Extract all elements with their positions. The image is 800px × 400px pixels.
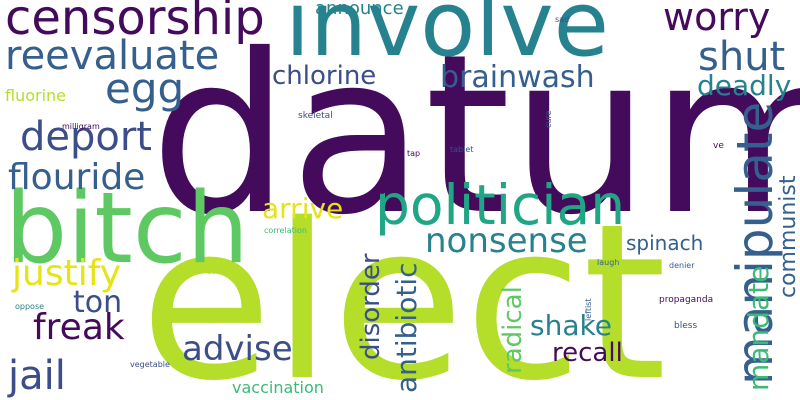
word-vegetable: vegetable: [130, 360, 170, 369]
word-involve: involve: [285, 0, 610, 77]
word-tap: tap: [407, 149, 421, 158]
word-bless: bless: [674, 321, 698, 331]
word-denier: denier: [669, 261, 695, 270]
word-bitch: bitch: [5, 172, 249, 286]
word-advise: advise: [182, 329, 293, 369]
word-justify: justify: [12, 253, 122, 294]
word-convict: convict: [207, 267, 236, 276]
word-flouride: flouride: [8, 157, 146, 198]
word-vaccination: vaccination: [232, 378, 324, 397]
word-skeletal: skeletal: [298, 111, 333, 121]
word-ve: ve: [713, 141, 724, 151]
word-politician: politician: [375, 173, 626, 237]
word-leftist: leftist: [584, 298, 593, 321]
word-shake: shake: [530, 309, 612, 342]
word-antibiotic: antibiotic: [390, 262, 423, 394]
word-ton: ton: [73, 285, 123, 320]
word-arrive: arrive: [262, 192, 344, 225]
word-disorder: disorder: [356, 253, 386, 360]
word-announce: announce: [315, 0, 404, 19]
word-fluorine: fluorine: [5, 86, 67, 105]
word-jail: jail: [8, 353, 66, 399]
word-tablet: tablet: [450, 145, 474, 154]
word-reevaluate: reevaluate: [5, 33, 220, 79]
word-communist: communist: [776, 175, 800, 298]
word-mandate: mandate: [742, 265, 775, 391]
word-cure: cure: [544, 110, 553, 128]
word-recall: recall: [552, 338, 623, 368]
word-shut: shut: [698, 34, 786, 80]
word-propaganda: propaganda: [659, 295, 714, 305]
word-freak: freak: [33, 307, 125, 348]
word-chlorine: chlorine: [272, 61, 377, 91]
word-elect: elect: [140, 177, 667, 400]
word-datum: datum: [150, 7, 800, 263]
word-nonsense: nonsense: [425, 221, 588, 261]
word-laugh: laugh: [597, 258, 620, 267]
word-spinach: spinach: [626, 231, 704, 255]
word-correlation: correlation: [264, 226, 307, 235]
word-egg: egg: [105, 64, 185, 113]
word-worry: worry: [663, 0, 771, 39]
word-sad: sad: [555, 15, 570, 24]
word-radical: radical: [498, 286, 528, 374]
word-milligram: milligram: [62, 122, 100, 131]
word-brainwash: brainwash: [440, 60, 595, 95]
word-deadly: deadly: [697, 69, 792, 102]
word-censorship: censorship: [5, 0, 265, 46]
word-deport: deport: [20, 114, 152, 160]
word-oppose: oppose: [15, 302, 45, 311]
